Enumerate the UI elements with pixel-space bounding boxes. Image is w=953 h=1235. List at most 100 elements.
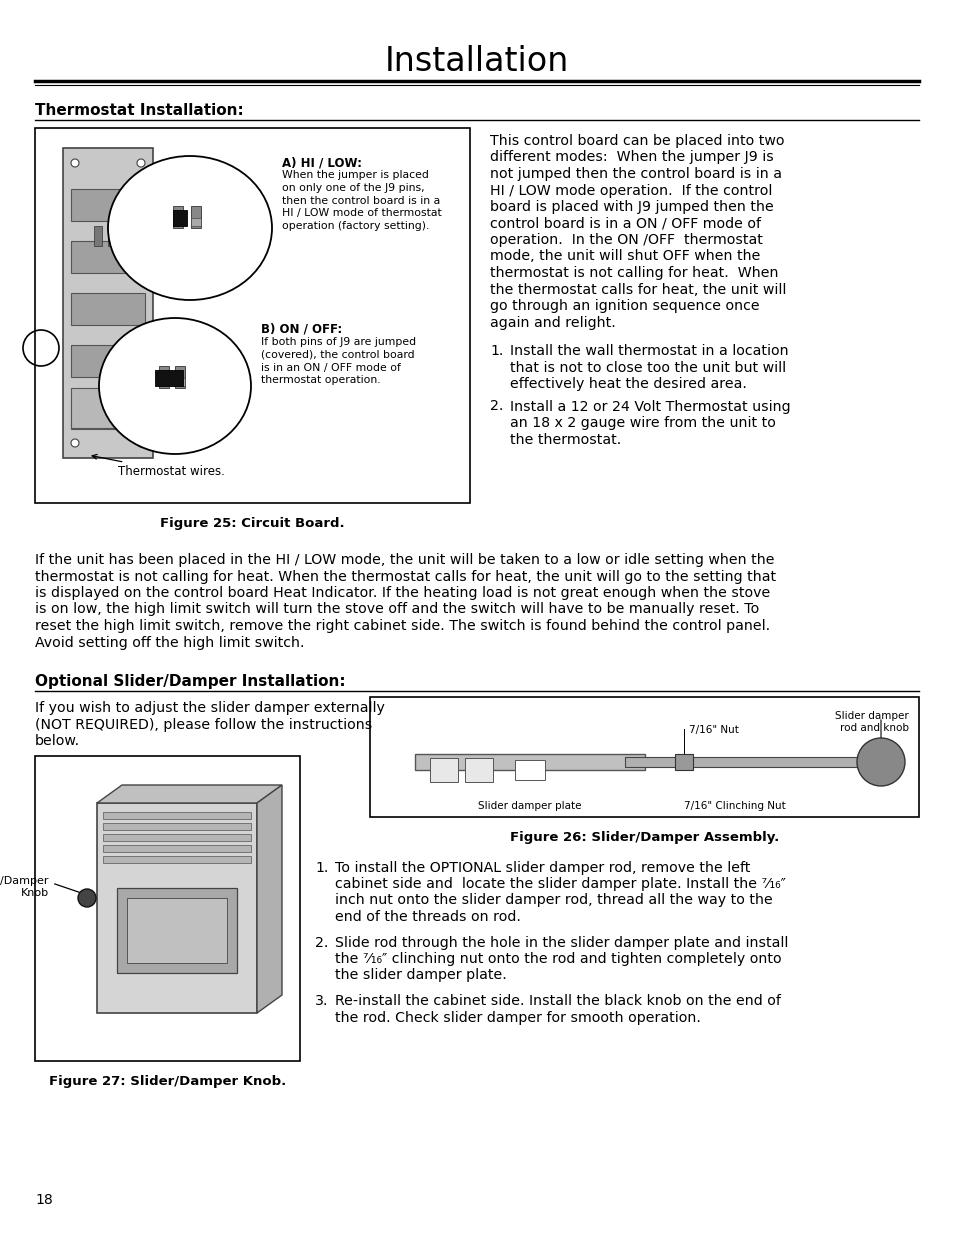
Text: Slider damper plate: Slider damper plate bbox=[477, 802, 581, 811]
Text: Figure 26: Slider/Damper Assembly.: Figure 26: Slider/Damper Assembly. bbox=[509, 831, 779, 844]
Polygon shape bbox=[97, 785, 282, 803]
Text: board is placed with J9 jumped then the: board is placed with J9 jumped then the bbox=[490, 200, 773, 214]
Bar bbox=[103, 811, 251, 819]
Text: Install the wall thermostat in a location: Install the wall thermostat in a locatio… bbox=[510, 345, 788, 358]
Text: is displayed on the control board Heat Indicator. If the heating load is not gre: is displayed on the control board Heat I… bbox=[35, 585, 769, 600]
Bar bbox=[94, 226, 102, 246]
Bar bbox=[191, 219, 201, 226]
Text: again and relight.: again and relight. bbox=[490, 315, 615, 330]
Text: If you wish to adjust the slider damper externally: If you wish to adjust the slider damper … bbox=[35, 701, 384, 715]
Text: below.: below. bbox=[35, 734, 80, 748]
Text: go through an ignition sequence once: go through an ignition sequence once bbox=[490, 299, 759, 312]
Text: 18: 18 bbox=[35, 1193, 52, 1207]
Text: the ⁷⁄₁₆″ clinching nut onto the rod and tighten completely onto: the ⁷⁄₁₆″ clinching nut onto the rod and… bbox=[335, 952, 781, 966]
Bar bbox=[71, 396, 145, 429]
Text: 1.: 1. bbox=[490, 345, 503, 358]
Text: Figure 25: Circuit Board.: Figure 25: Circuit Board. bbox=[160, 517, 344, 530]
Text: reset the high limit switch, remove the right cabinet side. The switch is found : reset the high limit switch, remove the … bbox=[35, 619, 769, 634]
Bar bbox=[172, 206, 183, 228]
Text: Optional Slider/Damper Installation:: Optional Slider/Damper Installation: bbox=[35, 674, 345, 689]
Bar bbox=[174, 378, 185, 387]
Text: Thermostat wires.: Thermostat wires. bbox=[92, 454, 225, 478]
Text: the rod. Check slider damper for smooth operation.: the rod. Check slider damper for smooth … bbox=[335, 1010, 700, 1025]
Bar bbox=[71, 293, 145, 325]
Bar bbox=[103, 845, 251, 852]
Bar bbox=[464, 758, 493, 782]
Bar bbox=[430, 758, 457, 782]
Bar bbox=[103, 823, 251, 830]
Text: the thermostat calls for heat, the unit will: the thermostat calls for heat, the unit … bbox=[490, 283, 785, 296]
Bar bbox=[127, 898, 227, 963]
Bar bbox=[624, 757, 858, 767]
Bar bbox=[172, 210, 187, 226]
Text: Thermostat Installation:: Thermostat Installation: bbox=[35, 103, 244, 119]
Text: the slider damper plate.: the slider damper plate. bbox=[335, 968, 506, 982]
Bar bbox=[108, 226, 116, 246]
Text: that is not to close too the unit but will: that is not to close too the unit but wi… bbox=[510, 361, 785, 374]
Text: the thermostat.: the thermostat. bbox=[510, 432, 620, 447]
Text: If the unit has been placed in the HI / LOW mode, the unit will be taken to a lo: If the unit has been placed in the HI / … bbox=[35, 553, 774, 567]
Text: This control board can be placed into two: This control board can be placed into tw… bbox=[490, 135, 783, 148]
Text: 7/16" Clinching Nut: 7/16" Clinching Nut bbox=[683, 802, 785, 811]
Text: 1.: 1. bbox=[314, 861, 328, 876]
Bar bbox=[71, 388, 145, 429]
Bar bbox=[63, 148, 152, 458]
Text: A) HI / LOW:: A) HI / LOW: bbox=[282, 156, 361, 169]
Text: effectively heat the desired area.: effectively heat the desired area. bbox=[510, 377, 746, 391]
Circle shape bbox=[137, 438, 145, 447]
Polygon shape bbox=[256, 785, 282, 1013]
Bar bbox=[103, 856, 251, 863]
Text: Figure 27: Slider/Damper Knob.: Figure 27: Slider/Damper Knob. bbox=[49, 1074, 286, 1088]
Bar bbox=[35, 128, 470, 503]
Text: Install a 12 or 24 Volt Thermostat using: Install a 12 or 24 Volt Thermostat using bbox=[510, 399, 790, 414]
Text: cabinet side and  locate the slider damper plate. Install the ⁷⁄₁₆″: cabinet side and locate the slider dampe… bbox=[335, 877, 785, 892]
Circle shape bbox=[137, 159, 145, 167]
Text: is on low, the high limit switch will turn the stove off and the switch will hav: is on low, the high limit switch will tu… bbox=[35, 603, 759, 616]
Text: If both pins of J9 are jumped
(covered), the control board
is in an ON / OFF mod: If both pins of J9 are jumped (covered),… bbox=[261, 337, 416, 385]
Text: control board is in a ON / OFF mode of: control board is in a ON / OFF mode of bbox=[490, 216, 760, 231]
Text: Slide rod through the hole in the slider damper plate and install: Slide rod through the hole in the slider… bbox=[335, 936, 787, 950]
Text: inch nut onto the slider damper rod, thread all the way to the: inch nut onto the slider damper rod, thr… bbox=[335, 893, 772, 908]
Text: (NOT REQUIRED), please follow the instructions: (NOT REQUIRED), please follow the instru… bbox=[35, 718, 372, 731]
Text: HI / LOW mode operation.  If the control: HI / LOW mode operation. If the control bbox=[490, 184, 772, 198]
Bar bbox=[154, 370, 183, 387]
Text: thermostat is not calling for heat.  When: thermostat is not calling for heat. When bbox=[490, 266, 778, 280]
Bar bbox=[172, 219, 183, 226]
Text: Slider/Damper
Knob: Slider/Damper Knob bbox=[0, 876, 49, 898]
Text: Slider damper
rod and knob: Slider damper rod and knob bbox=[835, 711, 908, 732]
Circle shape bbox=[71, 159, 79, 167]
Text: 2.: 2. bbox=[490, 399, 503, 414]
Bar bbox=[97, 803, 256, 1013]
Bar bbox=[370, 697, 918, 818]
Bar bbox=[675, 755, 692, 769]
Bar bbox=[71, 189, 145, 221]
Text: 3.: 3. bbox=[314, 994, 328, 1009]
Text: Avoid setting off the high limit switch.: Avoid setting off the high limit switch. bbox=[35, 636, 304, 650]
Circle shape bbox=[71, 438, 79, 447]
Bar bbox=[159, 366, 169, 388]
Bar bbox=[35, 756, 299, 1061]
Bar bbox=[159, 378, 169, 387]
Text: operation.  In the ON /OFF  thermostat: operation. In the ON /OFF thermostat bbox=[490, 233, 762, 247]
Text: different modes:  When the jumper J9 is: different modes: When the jumper J9 is bbox=[490, 151, 773, 164]
Text: an 18 x 2 gauge wire from the unit to: an 18 x 2 gauge wire from the unit to bbox=[510, 416, 775, 430]
Bar bbox=[117, 888, 236, 973]
Text: 7/16" Nut: 7/16" Nut bbox=[688, 725, 739, 735]
Text: B) ON / OFF:: B) ON / OFF: bbox=[261, 324, 342, 336]
Bar bbox=[71, 241, 145, 273]
Bar bbox=[71, 345, 145, 377]
Bar bbox=[103, 834, 251, 841]
Ellipse shape bbox=[99, 317, 251, 454]
Ellipse shape bbox=[108, 156, 272, 300]
Text: To install the OPTIONAL slider damper rod, remove the left: To install the OPTIONAL slider damper ro… bbox=[335, 861, 750, 876]
Text: not jumped then the control board is in a: not jumped then the control board is in … bbox=[490, 167, 781, 182]
Text: thermostat is not calling for heat. When the thermostat calls for heat, the unit: thermostat is not calling for heat. When… bbox=[35, 569, 776, 583]
Text: Installation: Installation bbox=[384, 44, 569, 78]
Text: When the jumper is placed
on only one of the J9 pins,
then the control board is : When the jumper is placed on only one of… bbox=[282, 170, 441, 231]
Text: mode, the unit will shut OFF when the: mode, the unit will shut OFF when the bbox=[490, 249, 760, 263]
Bar bbox=[515, 760, 544, 781]
Bar bbox=[415, 755, 644, 769]
Bar bbox=[191, 206, 201, 228]
Text: end of the threads on rod.: end of the threads on rod. bbox=[335, 910, 520, 924]
Circle shape bbox=[856, 739, 904, 785]
